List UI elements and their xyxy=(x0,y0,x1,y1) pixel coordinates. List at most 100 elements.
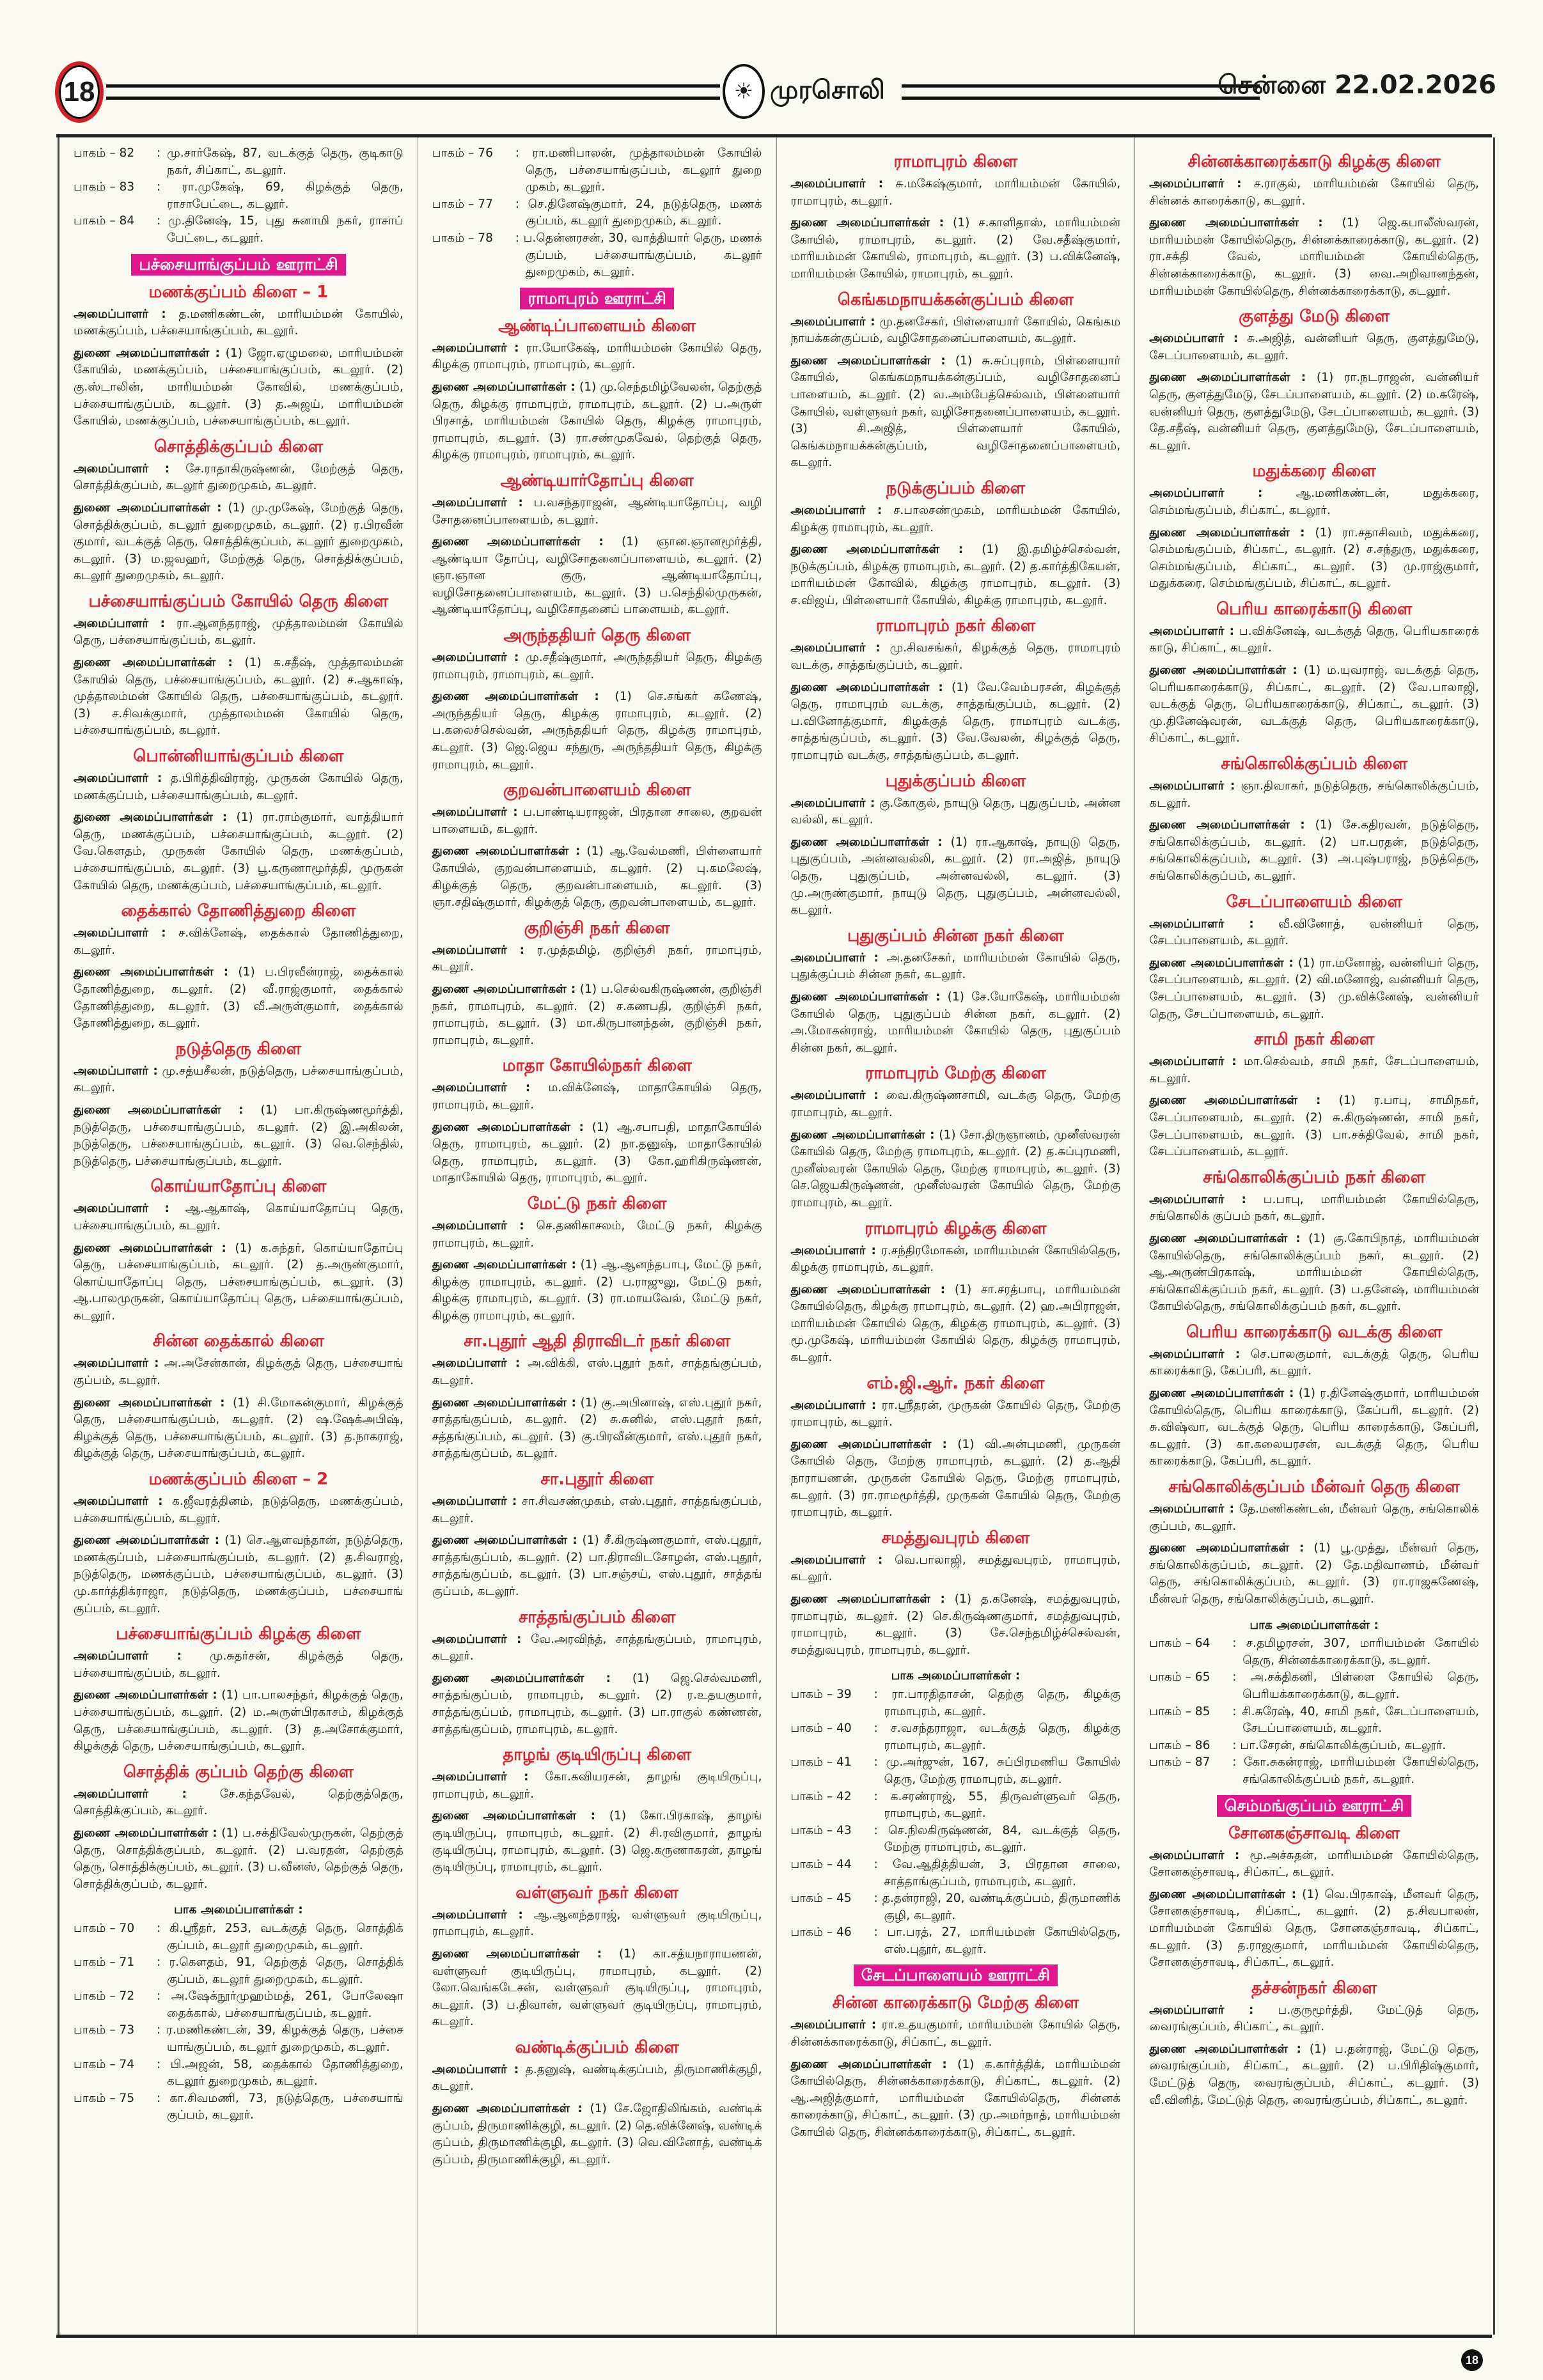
organizer: அமைப்பாளர் : கு.கோகுல், நாயுடு தெரு, புத… xyxy=(791,795,1121,829)
branch-title: பொன்னியாங்குப்பம் கிளை xyxy=(133,747,344,766)
deputy-organizers-details: (1) ர.பாபு, சாமிநகர், சேடப்பாளையம், கடலூ… xyxy=(1149,1094,1479,1159)
booth-organizer-details: : கா.சிவமணி, 73, நடுத்தெரு, பச்சையாங் கு… xyxy=(157,2091,403,2122)
deputy-organizers-details: (1) ரா.மனோஜ், வன்னியர் தெரு, சேடப்பாளையம… xyxy=(1149,956,1479,1021)
organizer: அமைப்பாளர் : ச.விக்னேஷ், தைக்கால் தோணித்… xyxy=(74,925,403,959)
organizer-details: வை.கிருஷ்ணசாமி, வடக்கு தெரு, மேற்கு ராமா… xyxy=(790,1089,1121,1119)
deputy-organizers-details: (1) சு.சுப்புராம், பிள்ளையார் கோயில், கெ… xyxy=(790,354,1121,470)
organizer: அமைப்பாளர் : ப.வசந்தராஜன், ஆண்டியாதோப்பு… xyxy=(432,495,762,529)
organizer-details: சே.ராதாகிருஷ்ணன், மேற்குத் தெரு, சொத்திக… xyxy=(74,462,403,493)
booth-organizer-details: : செ.நிலகிருஷ்ணன், 84, வடக்குத் தெரு, மே… xyxy=(873,1823,1121,1855)
branch-title: ஆண்டிப்பாளையம் கிளை xyxy=(498,316,696,336)
branch-title: குறிஞ்சி நகர் கிளை xyxy=(524,918,670,938)
booth-organizer-entry: பாகம் – 83: ரா.முகேஷ், 69, கிழக்குத் தெர… xyxy=(74,179,403,213)
branch-section: சோனகஞ்சாவடி கிளை அமைப்பாளர் : மூ.அச்சுதன்… xyxy=(1149,1822,1479,1972)
deputy-organizers-details: (1) சே.கதிரவன், நடுத்தெரு, சங்கொலிக்குப்… xyxy=(1149,818,1479,883)
booth-organizer-entry: பாகம் – 87: கோ.சுகன்ராஜ், மாரியம்மன் கோய… xyxy=(1149,1754,1479,1788)
top-divider xyxy=(56,134,1492,137)
deputy-organizers-details: (1) ப.சக்திவேல்முருகன், தெற்குத் தெரு, ச… xyxy=(74,1826,403,1891)
deputy-organizers-details: (1) ரா.ராம்குமார், வாத்தியார் தெரு, மணக்… xyxy=(74,811,403,892)
branch-title: மணக்குப்பம் கிளை – 1 xyxy=(148,282,329,302)
branch-section: பெரிய காரைக்காடு வடக்கு கிளை அமைப்பாளர் :… xyxy=(1149,1321,1479,1470)
deputy-organizers-details: (1) பா.கிருஷ்ணமூர்த்தி, நடுத்தெரு, பச்சை… xyxy=(74,1103,403,1168)
organizer-label: அமைப்பாளர் : xyxy=(1149,1055,1237,1069)
organizer-label: அமைப்பாளர் : xyxy=(1149,1347,1241,1361)
deputy-organizers-details: (1) சே.ஜோதிலிங்கம், வண்டிக் குப்பம், திர… xyxy=(432,2102,762,2166)
deputy-organizers-details: (1) வே.வேம்பரசன், கிழக்குத் தெரு, ராமாபு… xyxy=(790,680,1121,763)
branch-section: கெங்கமநாயக்கன்குப்பம் கிளை அமைப்பாளர் : ம… xyxy=(791,288,1121,472)
organizer: அமைப்பாளர் : ச.ராகுல், மாரியம்மன் கோயில்… xyxy=(1149,176,1479,210)
deputy-organizers-label: துணை அமைப்பாளர்கள் : xyxy=(432,1947,602,1961)
branch-section: மதுக்கரை கிளை அமைப்பாளர் : ஆ.மணிகண்டன், ம… xyxy=(1149,460,1479,593)
organizer: அமைப்பாளர் : சா.சிவசண்முகம், எஸ்.புதூர்,… xyxy=(432,1493,762,1527)
booth-organizer-entry: பாகம் – 75 : கா.சிவமணி, 73, நடுத்தெரு, பச… xyxy=(74,2090,403,2124)
deputy-organizers-details: (1) வி.அன்புமணி, முருகன் கோயில் தெரு, மே… xyxy=(790,1437,1121,1520)
deputy-organizers-label: துணை அமைப்பாளர்கள் : xyxy=(1149,1231,1301,1245)
deputy-organizers: துணை அமைப்பாளர்கள் : (1) ஆ.சபாபதி, மாதாக… xyxy=(432,1119,762,1187)
organizer: அமைப்பாளர் : வே.அரவிந்த், சாத்தங்குப்பம்… xyxy=(432,1631,762,1665)
bottom-divider xyxy=(56,2335,1492,2338)
dateline: சென்னை 22.02.2026 xyxy=(1218,70,1496,100)
deputy-organizers-details: (1) இ.தமிழ்ச்செல்வன், நடுக்குப்பம், கிழக… xyxy=(790,543,1121,607)
branch-section: ராமாபுரம் கிளை அமைப்பாளர் : சு.மகேஷ்குமார… xyxy=(791,150,1121,283)
booth-number: பாகம் – 85 xyxy=(1149,1704,1210,1718)
deputy-organizers-details: (1) பூ.முத்து, மீன்வர் தெரு, சங்கொலிக்கு… xyxy=(1149,1541,1479,1606)
deputy-organizers: துணை அமைப்பாளர்கள் : (1) ர.பாபு, சாமிநகர… xyxy=(1149,1093,1479,1160)
booth-number: பாகம் – 43 xyxy=(790,1823,852,1837)
branch-title: ராமாபுரம் கிளை xyxy=(893,152,1018,171)
branch-section: சா.புதூர் ஆதி திராவிடர் நகர் கிளை அமைப்பா… xyxy=(432,1330,762,1463)
deputy-organizers: துணை அமைப்பாளர்கள் : (1) ப.தன்ராஜ், மேட்… xyxy=(1149,2041,1479,2109)
deputy-organizers-label: துணை அமைப்பாளர்கள் : xyxy=(432,1120,584,1134)
organizer-details: ம.விக்னேஷ், மாதாகோயில் தெரு, ராமாபுரம், … xyxy=(432,1081,762,1112)
booth-number: பாகம் – 46 xyxy=(790,1925,852,1940)
branch-section: நடுக்குப்பம் கிளை அமைப்பாளர் : ச.பாலசண்மு… xyxy=(791,477,1121,610)
organizer-label: அமைப்பாளர் : xyxy=(1149,486,1263,501)
organizer: அமைப்பாளர் : ச.பாலசண்முகம், மாரியம்மன் க… xyxy=(791,502,1121,536)
booth-number: பாகம் – 41 xyxy=(790,1755,852,1769)
organizer: அமைப்பாளர் : ரா.உதயகுமார், மாரியம்மன் கோ… xyxy=(791,2017,1121,2051)
booth-number: பாகம் – 75 xyxy=(74,2091,135,2105)
branch-title: சங்கொலிக்குப்பம் மீன்வர் தெரு கிளை xyxy=(1168,1477,1461,1497)
booth-organizer-details: : அ.ஷேக்நூர்முஹம்மத், 261, போலேஷா தைக்கா… xyxy=(157,1989,403,2020)
organizer-details: த.மணிகண்டன், மாரியம்மன் கோயில், மணக்குப்… xyxy=(74,307,403,338)
deputy-organizers-label: துணை அமைப்பாளர்கள் : xyxy=(432,690,599,704)
deputy-organizers: துணை அமைப்பாளர்கள் : (1) ப.சக்திவேல்முரு… xyxy=(74,1825,403,1893)
branch-section: சமத்துவபுரம் கிளை அமைப்பாளர் : வெ.பாலாஜி,… xyxy=(791,1527,1121,1660)
organizer-label: அமைப்பாளர் : xyxy=(790,503,882,517)
booth-organizer-entry: பாகம் – 45: த.தன்ராஜி, 20, வண்டிக்குப்பம… xyxy=(791,1890,1121,1924)
branch-title: ராமாபுரம் நகர் கிளை xyxy=(875,616,1036,636)
deputy-organizers-label: துணை அமைப்பாளர்கள் : xyxy=(1149,818,1305,832)
organizer: அமைப்பாளர் : மு.தனசேகர், பிள்ளையார் கோயி… xyxy=(791,314,1121,348)
branch-section: சொத்திக்குப்பம் கிளை அமைப்பாளர் : சே.ராதா… xyxy=(74,435,403,585)
organizer: அமைப்பாளர் : ஆ.ஆனந்தராஜ், வள்ளுவர் குடிய… xyxy=(432,1907,762,1941)
deputy-organizers: துணை அமைப்பாளர்கள் : (1) ர.தினேஷ்குமார்,… xyxy=(1149,1385,1479,1470)
branch-title: ராமாபுரம் மேற்கு கிளை xyxy=(865,1064,1046,1084)
deputy-organizers-label: துணை அமைப்பாளர்கள் : xyxy=(74,656,233,670)
booth-organizers-heading: பாக அமைப்பாளர்கள் : xyxy=(1249,1618,1379,1632)
organizer-details: அ.விக்கி, எஸ்.புதூர் நகர், சாத்தங்குப்பம… xyxy=(432,1357,762,1388)
deputy-organizers-label: துணை அமைப்பாளர்கள் : xyxy=(1149,1541,1304,1555)
organizer-details: செ.தணிகாசலம், மேட்டு நகர், கிழக்கு ராமாப… xyxy=(432,1218,762,1250)
organizer-label: அமைப்பாளர் : xyxy=(790,641,881,655)
panchayat-title: செம்மங்குப்பம் ஊராட்சி xyxy=(1216,1794,1412,1817)
organizer-details: ரா.உதயகுமார், மாரியம்மன் கோயில் தெரு, சி… xyxy=(790,2018,1121,2049)
booth-number: பாகம் – 73 xyxy=(74,2023,135,2037)
branch-section: தச்சன்நகர் கிளை அமைப்பாளர் : ப.குருமூர்த்… xyxy=(1149,1977,1479,2110)
deputy-organizers-label: துணை அமைப்பாளர்கள் : xyxy=(1149,1387,1294,1401)
organizer-details: கோ.கவியரசன், தாழங் குடியிருப்பு, ராமாபுர… xyxy=(432,1770,762,1801)
deputy-organizers-label: துணை அமைப்பாளர்கள் : xyxy=(1149,664,1297,678)
organizer-details: த.தனுஷ், வண்டிக்குப்பம், திருமாணிக்குழி,… xyxy=(432,2062,762,2094)
branch-section: சங்கொலிக்குப்பம் கிளை அமைப்பாளர் : ஞா.திவ… xyxy=(1149,752,1479,885)
deputy-organizers-details: (1) கு.அபினாஷ், எஸ்.புதூர் நகர், சாத்தங்… xyxy=(432,1396,762,1461)
organizer-label: அமைப்பாளர் : xyxy=(1149,624,1235,638)
branch-title: சோனகஞ்சாவடி கிளை xyxy=(1228,1823,1400,1843)
branch-title: சாத்தங்குப்பம் கிளை xyxy=(518,1607,676,1627)
organizer: அமைப்பாளர் : ப.குருமூர்த்தி, மேட்டுத் தெ… xyxy=(1149,2002,1479,2036)
deputy-organizers-label: துணை அமைப்பாளர்கள் : xyxy=(790,1437,947,1451)
deputy-organizers-label: துணை அமைப்பாளர்கள் : xyxy=(790,1282,946,1296)
organizer-label: அமைப்பாளர் : xyxy=(1149,177,1242,191)
branch-title: தச்சன்நகர் கிளை xyxy=(1251,1978,1377,1998)
booth-organizer-details: : கி.ஸ்ரீதர், 253, வடக்குத் தெரு, சொத்தி… xyxy=(157,1921,403,1952)
organizer: அமைப்பாளர் : ப.பாபு, மாரியம்மன் கோயில்தெ… xyxy=(1149,1192,1479,1225)
deputy-organizers-details: (1) கோ.பிரகாஷ், தாழங் குடியிருப்பு, ராமா… xyxy=(432,1809,762,1874)
organizer-details: மு.சிவசங்கர், கிழக்குத் தெரு, ராமாபுரம் … xyxy=(790,641,1121,673)
